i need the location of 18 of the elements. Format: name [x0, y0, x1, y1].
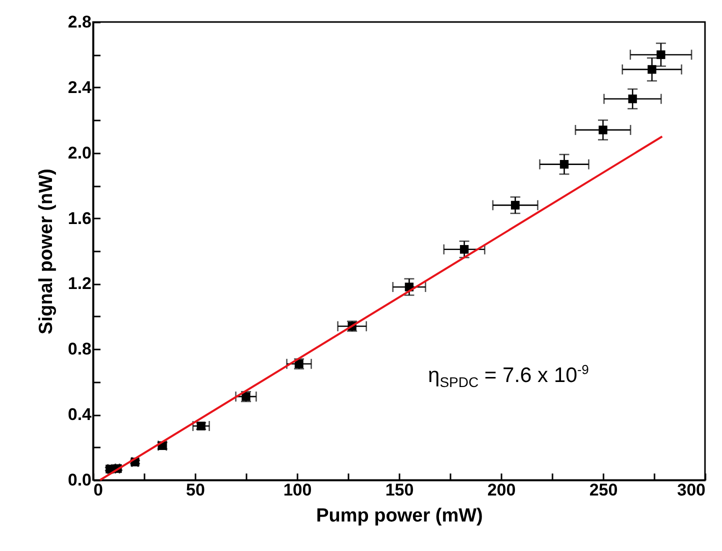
y-tick-label: 2.4	[68, 78, 92, 97]
y-tick-label: 2.8	[68, 12, 92, 32]
x-tick-label: 0	[94, 480, 103, 500]
y-tick-label: 0.8	[68, 340, 92, 359]
y-tick-label: 0.0	[68, 470, 92, 490]
x-tick-label: 50	[186, 480, 205, 500]
y-tick-label: 1.6	[68, 208, 92, 228]
x-tick-label: 100	[283, 480, 312, 500]
x-tick-label: 150	[385, 480, 414, 500]
y-tick-label: 0.4	[68, 405, 92, 424]
annotation: η$_{SPDC}$ = 7.6 x 10$^{-9}$	[428, 362, 589, 390]
x-tick-label: 300	[677, 480, 706, 500]
x-tick-label: 200	[487, 480, 516, 500]
y-tick-label: 2.0	[68, 143, 92, 162]
x-axis-title: Pump power (mW)	[316, 506, 483, 526]
x-tick-label: 250	[589, 480, 618, 500]
y-axis-title: Signal power (nW)	[36, 168, 57, 334]
y-tick-label: 1.2	[68, 274, 92, 294]
